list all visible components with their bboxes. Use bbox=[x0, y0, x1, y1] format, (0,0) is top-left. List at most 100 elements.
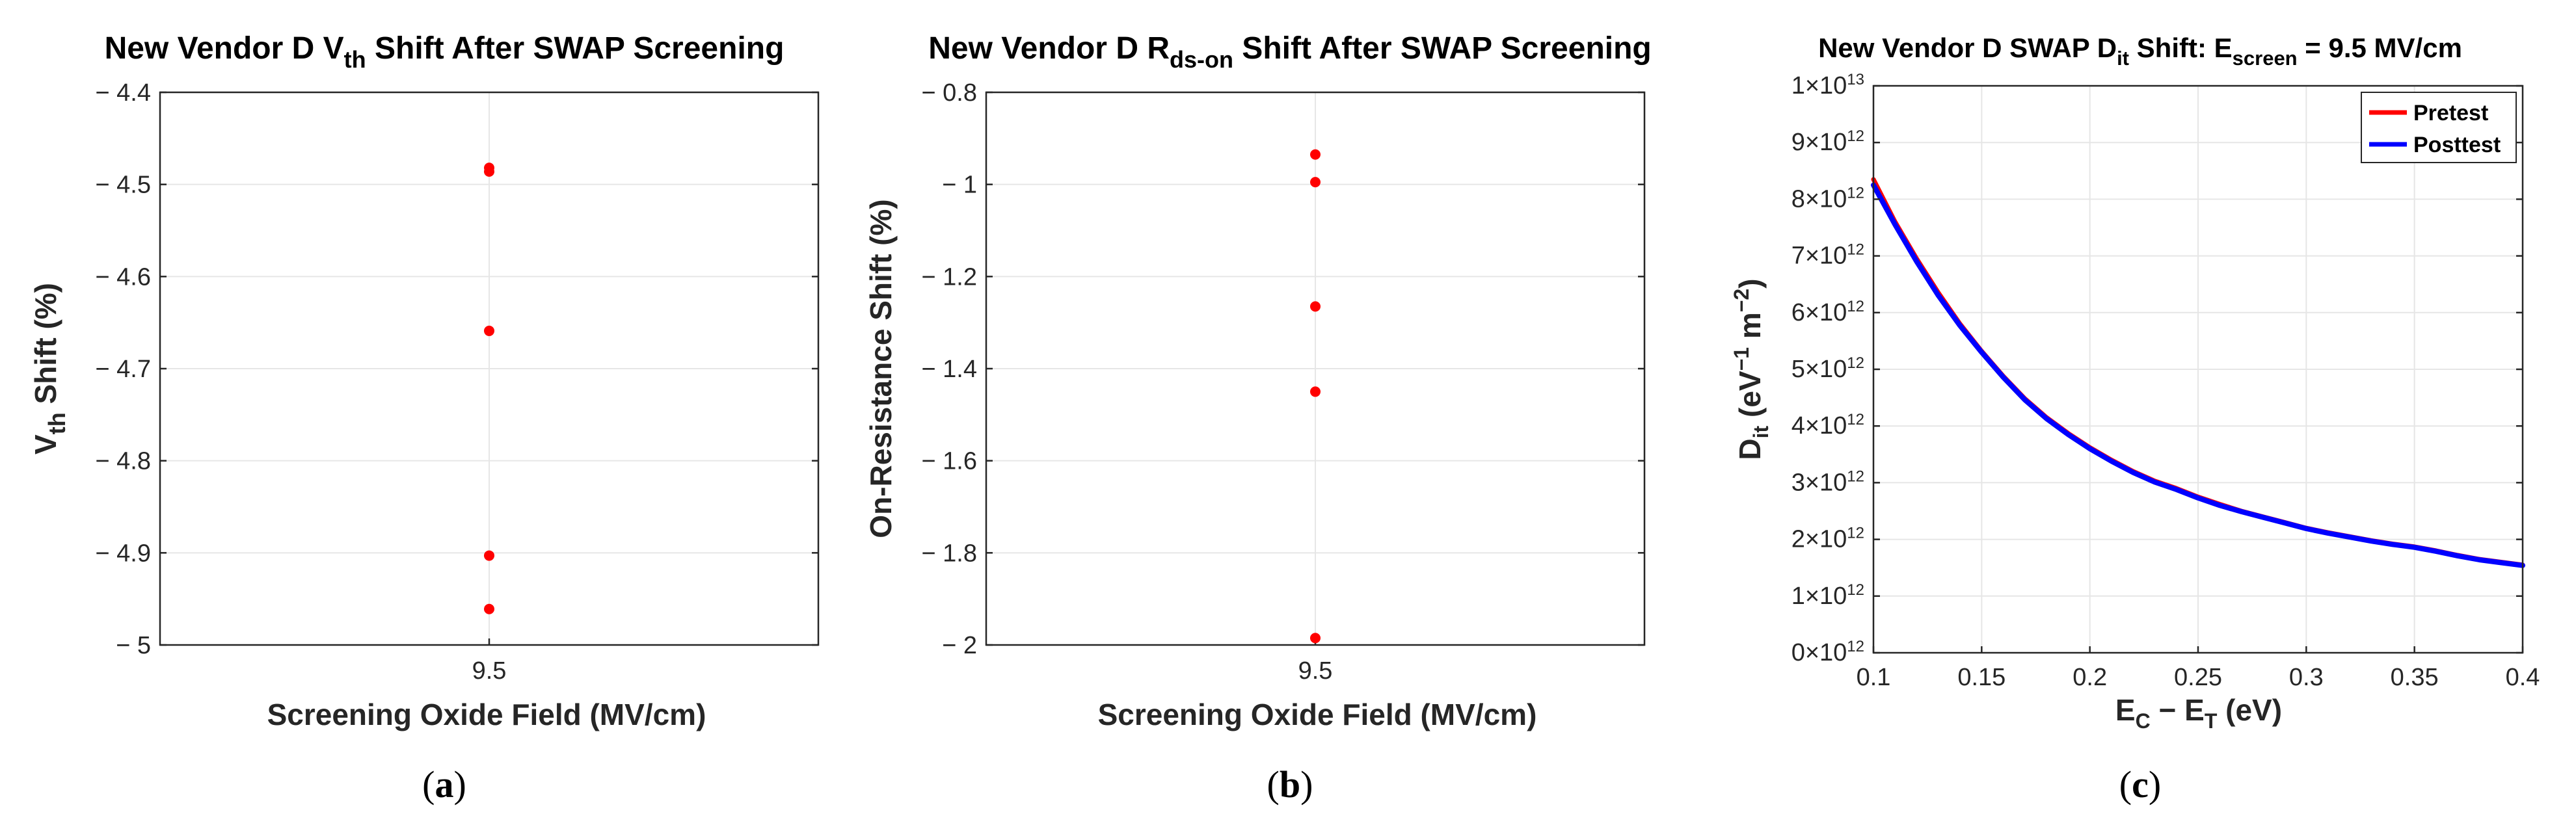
panel-b-title-rest: Shift After SWAP Screening bbox=[1233, 31, 1652, 66]
panel-c-ytick-label: 0×1012 bbox=[1791, 638, 1864, 666]
panel-c-ylabel-c: m bbox=[1733, 312, 1767, 347]
panel-c-ylabel-sup2: −2 bbox=[1730, 289, 1753, 312]
panel-c-title-sub2: screen bbox=[2233, 47, 2298, 70]
panel-a-x-ticks: 9.5 bbox=[472, 638, 506, 685]
panel-b-data-point bbox=[1310, 301, 1321, 312]
panel-c-ylabel: Dit (eV−1 m−2) bbox=[1730, 278, 1773, 460]
panel-c-ylabel-sup1: −1 bbox=[1730, 347, 1753, 371]
panel-b-ytick-label: − 1.4 bbox=[921, 356, 977, 383]
panel-c-ylabel-asub: it bbox=[1749, 425, 1773, 438]
panel-b-data-point bbox=[1310, 633, 1321, 644]
panel-c-xlabel-rest: (eV) bbox=[2217, 693, 2282, 727]
panel-a-points bbox=[484, 163, 494, 614]
panel-b-ytick-label: − 1.6 bbox=[921, 448, 977, 475]
panel-b-data-point bbox=[1310, 386, 1321, 397]
panel-c-title-mid: Shift: E bbox=[2129, 33, 2233, 63]
panel-a: New Vendor D Vth Shift After SWAP Screen… bbox=[29, 31, 820, 806]
panel-c-ylabel-d: ) bbox=[1733, 278, 1767, 288]
panel-c-title-pre: New Vendor D SWAP D bbox=[1818, 33, 2117, 63]
panel-c-legend: Pretest Posttest bbox=[2361, 92, 2517, 163]
panel-c-ytick-label: 2×1012 bbox=[1791, 525, 1864, 553]
panel-a-y-ticks: − 4.4 − 4.5 − 4.6 − 4.7 − 4.8 − 4.9 − 5 bbox=[95, 79, 818, 659]
panel-b-y-ticks: − 0.8 − 1 − 1.2 − 1.4 − 1.6 − 1.8 − 2 bbox=[921, 79, 1644, 659]
panel-b-ytick-label: − 0.8 bbox=[921, 79, 977, 107]
panel-c: New Vendor D SWAP Dit Shift: Escreen = 9… bbox=[1730, 33, 2540, 806]
panel-b-x-ticks: 9.5 bbox=[1298, 638, 1333, 685]
panel-a-ytick-label: − 4.4 bbox=[95, 79, 151, 107]
panel-c-lines bbox=[1871, 177, 2525, 568]
panel-a-ylabel-main: V bbox=[29, 434, 62, 454]
panel-c-xtick-label: 0.25 bbox=[2174, 664, 2222, 691]
panel-b-ytick-label: − 2 bbox=[942, 632, 977, 659]
panel-a-ytick-label: − 4.8 bbox=[95, 448, 151, 475]
panel-c-ytick-label: 1×1012 bbox=[1791, 581, 1864, 610]
panel-b-title-main: New Vendor D R bbox=[928, 31, 1170, 66]
panel-a-title-sub: th bbox=[344, 46, 366, 73]
panel-c-title: New Vendor D SWAP Dit Shift: Escreen = 9… bbox=[1818, 33, 2462, 70]
panel-c-title-post: = 9.5 MV/cm bbox=[2298, 33, 2462, 63]
panel-c-grid bbox=[1873, 85, 2523, 653]
panel-b-ytick-label: − 1.8 bbox=[921, 540, 977, 567]
panel-c-xtick-label: 0.2 bbox=[2073, 664, 2107, 691]
panel-c-ylabel-a: D bbox=[1733, 438, 1767, 460]
panel-c-y-ticks: 0×1012 1×1012 2×1012 3×1012 4×1012 5×1012 6×10… bbox=[1791, 71, 2523, 666]
panel-b-data-point bbox=[1310, 177, 1321, 188]
panel-c-ytick-label: 8×1012 bbox=[1791, 184, 1864, 213]
panel-a-title-main: New Vendor D V bbox=[105, 31, 344, 66]
panel-c-ytick-label: 4×1012 bbox=[1791, 411, 1864, 440]
panel-a-data-point bbox=[484, 550, 494, 561]
panel-c-xlabel-a: E bbox=[2115, 693, 2136, 727]
panel-a-ytick-label: − 4.6 bbox=[95, 263, 151, 291]
panel-c-xlabel-op: − E bbox=[2151, 693, 2205, 727]
panel-c-xtick-label: 0.3 bbox=[2289, 664, 2324, 691]
panel-c-ytick-label: 6×1012 bbox=[1791, 298, 1864, 326]
panel-c-series-posttest bbox=[1871, 182, 2525, 568]
panel-b-ylabel-main: On-Resistance Shift (%) bbox=[864, 199, 898, 538]
panel-c-ytick-label: 7×1012 bbox=[1791, 241, 1864, 270]
panel-b-caption: (b) bbox=[1267, 763, 1313, 806]
panel-c-legend-box bbox=[2361, 92, 2517, 163]
panel-b: New Vendor D Rds-on Shift After SWAP Scr… bbox=[864, 31, 1652, 806]
panel-c-xtick-label: 0.1 bbox=[1857, 664, 1891, 691]
panel-a-ytick-label: − 5 bbox=[116, 632, 151, 659]
panel-c-x-ticks: 0.1 0.15 0.2 0.25 0.3 0.35 0.4 bbox=[1857, 646, 2540, 691]
legend-label-posttest: Posttest bbox=[2413, 133, 2501, 157]
legend-label-pretest: Pretest bbox=[2413, 101, 2488, 125]
panel-b-title-sub: ds-on bbox=[1170, 46, 1233, 73]
panel-b-xtick-label: 9.5 bbox=[1298, 657, 1333, 685]
panel-b-grid bbox=[986, 92, 1644, 646]
panel-c-xlabel-bsub: T bbox=[2205, 709, 2218, 733]
panel-b-ylabel: On-Resistance Shift (%) bbox=[864, 199, 898, 538]
panel-a-ytick-label: − 4.7 bbox=[95, 356, 151, 383]
panel-a-data-point bbox=[484, 166, 494, 177]
panel-a-ylabel-sub: th bbox=[44, 412, 70, 434]
panel-c-ytick-label: 3×1012 bbox=[1791, 467, 1864, 496]
panel-a-ylabel: Vth Shift (%) bbox=[29, 283, 70, 454]
panel-a-data-point bbox=[484, 325, 494, 336]
panel-a-ytick-label: − 4.5 bbox=[95, 172, 151, 199]
panel-c-title-sub1: it bbox=[2117, 47, 2129, 70]
panel-c-xtick-label: 0.15 bbox=[1957, 664, 2006, 691]
panel-a-title-rest: Shift After SWAP Screening bbox=[366, 31, 785, 66]
panel-c-xtick-label: 0.35 bbox=[2391, 664, 2439, 691]
panel-b-ytick-label: − 1.2 bbox=[921, 263, 977, 291]
panel-c-xlabel: EC − ET (eV) bbox=[2115, 693, 2282, 733]
panel-c-xlabel-asub: C bbox=[2136, 709, 2151, 733]
panel-c-ytick-label: 1×1013 bbox=[1791, 71, 1864, 99]
panel-c-xtick-label: 0.4 bbox=[2506, 664, 2540, 691]
panel-b-data-point bbox=[1310, 149, 1321, 160]
panel-b-title: New Vendor D Rds-on Shift After SWAP Scr… bbox=[928, 31, 1652, 73]
panel-b-xlabel: Screening Oxide Field (MV/cm) bbox=[1098, 698, 1537, 731]
panel-b-ytick-label: − 1 bbox=[942, 172, 977, 199]
panel-a-xlabel: Screening Oxide Field (MV/cm) bbox=[267, 698, 706, 731]
panel-c-ytick-label: 5×1012 bbox=[1791, 354, 1864, 383]
panel-c-ytick-label: 9×1012 bbox=[1791, 127, 1864, 156]
panel-a-data-point bbox=[484, 603, 494, 614]
panel-a-caption: (a) bbox=[422, 763, 466, 806]
panel-a-title: New Vendor D Vth Shift After SWAP Screen… bbox=[105, 31, 785, 73]
panel-c-caption: (c) bbox=[2119, 763, 2161, 806]
panel-b-points bbox=[1310, 149, 1321, 644]
panel-c-ylabel-b: (eV bbox=[1733, 371, 1767, 426]
panel-a-ytick-label: − 4.9 bbox=[95, 540, 151, 567]
